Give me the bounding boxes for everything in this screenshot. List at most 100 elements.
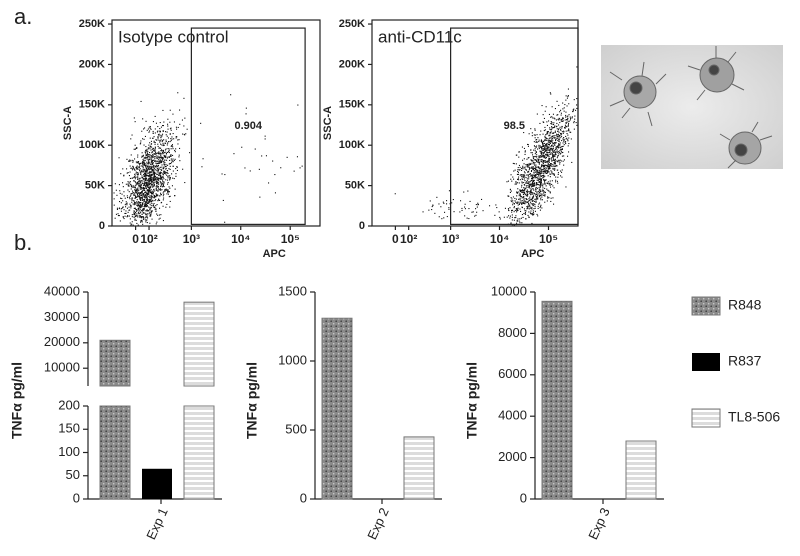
event-dot — [545, 145, 547, 147]
event-dot — [536, 160, 538, 162]
event-dot — [144, 206, 146, 208]
event-dot — [558, 151, 560, 153]
event-dot — [147, 190, 149, 192]
event-dot — [526, 208, 528, 210]
event-dot — [159, 141, 161, 143]
event-dot — [144, 199, 146, 201]
event-dot — [162, 125, 164, 127]
event-dot — [522, 196, 524, 198]
event-dot — [547, 189, 549, 191]
x-tick-label: 10² — [140, 232, 157, 246]
event-dot — [154, 115, 156, 117]
event-dot — [549, 142, 551, 144]
event-dot — [528, 216, 530, 218]
event-dot — [530, 191, 532, 193]
event-dot — [545, 144, 547, 146]
event-dot — [526, 180, 528, 182]
event-dot — [520, 201, 522, 203]
event-dot — [521, 169, 523, 171]
event-dot — [531, 167, 533, 169]
event-dot — [160, 169, 162, 171]
event-dot — [552, 143, 554, 145]
event-dot — [144, 165, 146, 167]
event-dot — [139, 208, 141, 210]
event-dot — [523, 147, 525, 149]
event-dot — [142, 209, 144, 211]
event-dot — [523, 175, 525, 177]
event-dot — [166, 189, 168, 191]
event-dot — [520, 195, 522, 197]
event-dot — [552, 155, 554, 157]
event-dot — [157, 152, 159, 154]
event-dot — [145, 187, 147, 189]
event-dot — [545, 169, 547, 171]
event-dot — [533, 200, 535, 202]
event-dot — [544, 140, 546, 142]
event-dot — [201, 166, 203, 168]
event-dot — [535, 182, 537, 184]
event-dot — [510, 190, 512, 192]
event-dot — [572, 110, 574, 112]
event-dot — [556, 160, 558, 162]
event-dot — [567, 140, 569, 142]
event-dot — [125, 183, 127, 185]
bar — [321, 317, 353, 500]
event-dot — [162, 176, 164, 178]
event-dot — [150, 166, 152, 168]
event-dot — [532, 174, 534, 176]
event-dot — [169, 155, 171, 157]
event-dot — [156, 194, 158, 196]
event-dot — [144, 173, 146, 175]
event-dot — [155, 155, 157, 157]
event-dot — [153, 205, 155, 207]
event-dot — [221, 173, 223, 175]
event-dot — [533, 208, 535, 210]
event-dot — [153, 136, 155, 138]
event-dot — [144, 217, 146, 219]
event-dot — [152, 184, 154, 186]
event-dot — [158, 199, 160, 201]
event-dot — [522, 159, 524, 161]
event-dot — [143, 164, 145, 166]
event-dot — [549, 166, 551, 168]
event-dot — [151, 166, 153, 168]
event-dot — [540, 180, 542, 182]
event-dot — [542, 169, 544, 171]
event-dot — [513, 178, 515, 180]
event-dot — [116, 207, 118, 209]
event-dot — [534, 193, 536, 195]
event-dot — [526, 189, 528, 191]
event-dot — [525, 181, 527, 183]
event-dot — [130, 160, 132, 162]
event-dot — [145, 169, 147, 171]
event-dot — [512, 196, 514, 198]
event-dot — [513, 219, 515, 221]
event-dot — [132, 203, 134, 205]
event-dot — [115, 189, 117, 191]
y-tick-label: 200 — [58, 397, 80, 412]
event-dot — [514, 209, 516, 211]
event-dot — [542, 160, 544, 162]
event-dot — [167, 156, 169, 158]
event-dot — [525, 210, 527, 212]
event-dot — [509, 191, 511, 193]
event-dot — [534, 137, 536, 139]
event-dot — [144, 197, 146, 199]
event-dot — [547, 163, 549, 165]
event-dot — [139, 143, 141, 145]
event-dot — [151, 171, 153, 173]
event-dot — [159, 188, 161, 190]
event-dot — [169, 187, 171, 189]
event-dot — [154, 166, 156, 168]
event-dot — [145, 213, 147, 215]
event-dot — [557, 140, 559, 142]
event-dot — [159, 162, 161, 164]
event-dot — [532, 193, 534, 195]
event-dot — [555, 153, 557, 155]
event-dot — [542, 165, 544, 167]
event-dot — [538, 161, 540, 163]
event-dot — [149, 215, 151, 217]
event-dot — [162, 181, 164, 183]
event-dot — [151, 210, 153, 212]
event-dot — [523, 176, 525, 178]
